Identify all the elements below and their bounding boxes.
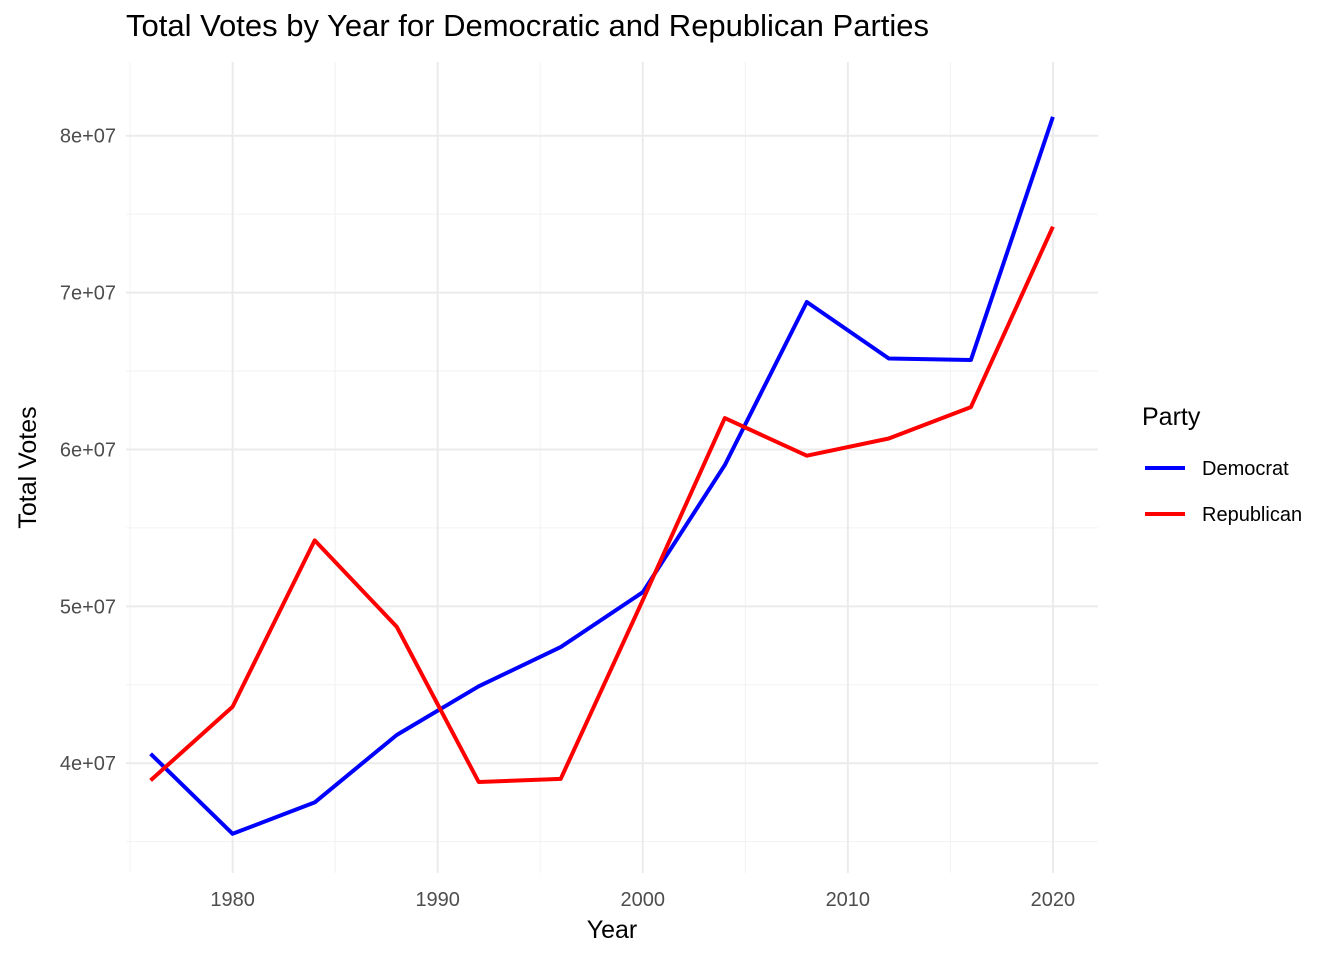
x-tick-label: 1980 bbox=[210, 889, 255, 911]
legend-label-democrat: Democrat bbox=[1202, 458, 1289, 480]
y-tick-label: 7e+07 bbox=[60, 283, 116, 305]
x-tick-label: 2000 bbox=[621, 889, 666, 911]
legend-label-republican: Republican bbox=[1202, 504, 1302, 526]
y-tick-label: 4e+07 bbox=[60, 753, 116, 775]
series-line-democrat bbox=[149, 116, 1055, 836]
y-axis-title: Total Votes bbox=[14, 406, 42, 528]
x-tick-label: 1990 bbox=[415, 889, 460, 911]
y-tick-label: 5e+07 bbox=[60, 596, 116, 618]
y-tick-label: 8e+07 bbox=[60, 126, 116, 148]
grid-lines bbox=[126, 62, 1098, 873]
series-lines bbox=[149, 116, 1055, 836]
tick-labels: 1980 1990 2000 2010 2020 4e+07 5e+07 6e+07 7e+07… bbox=[60, 126, 1075, 911]
x-tick-label: 2010 bbox=[826, 889, 871, 911]
x-tick-label: 2020 bbox=[1031, 889, 1076, 911]
series-line-republican bbox=[149, 225, 1055, 784]
legend: Party Democrat Republican bbox=[1142, 403, 1302, 526]
chart-title: Total Votes by Year for Democratic and R… bbox=[126, 8, 930, 43]
y-tick-label: 6e+07 bbox=[60, 439, 116, 461]
x-axis-title: Year bbox=[587, 916, 638, 944]
legend-title: Party bbox=[1142, 403, 1201, 431]
